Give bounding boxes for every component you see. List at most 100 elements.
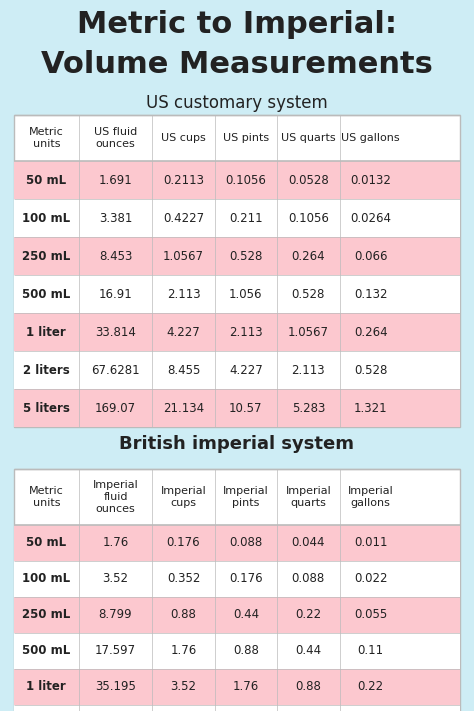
Text: 0.528: 0.528 (354, 363, 387, 377)
Text: 0.022: 0.022 (354, 572, 388, 585)
Text: 0.22: 0.22 (295, 609, 321, 621)
Text: US gallons: US gallons (341, 133, 400, 143)
Text: Imperial
pints: Imperial pints (223, 486, 269, 508)
Text: 2.113: 2.113 (292, 363, 325, 377)
Text: 250 mL: 250 mL (22, 609, 71, 621)
Text: 100 mL: 100 mL (22, 572, 71, 585)
Text: Metric
units: Metric units (29, 127, 64, 149)
Bar (14, 313, 460, 351)
Text: 1 liter: 1 liter (27, 326, 66, 338)
Text: 0.176: 0.176 (229, 572, 263, 585)
Bar (14, 669, 460, 705)
Text: US cups: US cups (161, 133, 206, 143)
Text: 0.11: 0.11 (358, 644, 384, 658)
Bar (14, 115, 460, 427)
Bar (14, 389, 460, 427)
Text: 3.52: 3.52 (102, 572, 128, 585)
Text: 250 mL: 250 mL (22, 250, 71, 262)
Text: 1.76: 1.76 (102, 537, 128, 550)
Text: 0.132: 0.132 (354, 287, 388, 301)
Text: 8.799: 8.799 (99, 609, 132, 621)
Text: 3.52: 3.52 (171, 680, 197, 693)
Text: 0.88: 0.88 (233, 644, 259, 658)
Bar (14, 561, 460, 597)
Text: 0.011: 0.011 (354, 537, 388, 550)
Text: 35.195: 35.195 (95, 680, 136, 693)
Text: 0.264: 0.264 (354, 326, 388, 338)
Text: 0.176: 0.176 (167, 537, 201, 550)
Text: 67.6281: 67.6281 (91, 363, 140, 377)
Text: British imperial system: British imperial system (119, 435, 355, 453)
Bar (14, 275, 460, 313)
Text: 33.814: 33.814 (95, 326, 136, 338)
Text: 50 mL: 50 mL (26, 537, 66, 550)
Text: Imperial
cups: Imperial cups (161, 486, 206, 508)
Text: 0.528: 0.528 (229, 250, 263, 262)
Text: 0.066: 0.066 (354, 250, 388, 262)
Text: 16.91: 16.91 (99, 287, 132, 301)
Text: Imperial
gallons: Imperial gallons (348, 486, 394, 508)
Bar (14, 199, 460, 237)
Bar (14, 705, 460, 711)
Text: 1.056: 1.056 (229, 287, 263, 301)
Text: 1.691: 1.691 (99, 173, 132, 186)
Text: 4.227: 4.227 (229, 363, 263, 377)
Text: 0.044: 0.044 (292, 537, 325, 550)
Text: 0.0264: 0.0264 (350, 211, 392, 225)
Text: 0.44: 0.44 (233, 609, 259, 621)
Text: 3.381: 3.381 (99, 211, 132, 225)
Text: 0.88: 0.88 (171, 609, 196, 621)
Text: 0.528: 0.528 (292, 287, 325, 301)
Text: 0.2113: 0.2113 (163, 173, 204, 186)
Text: 10.57: 10.57 (229, 402, 263, 415)
Text: US fluid
ounces: US fluid ounces (94, 127, 137, 149)
Bar (14, 161, 460, 199)
Bar (14, 597, 460, 633)
Bar (14, 525, 460, 561)
Text: 0.088: 0.088 (229, 537, 263, 550)
Text: 2.113: 2.113 (229, 326, 263, 338)
Text: 5.283: 5.283 (292, 402, 325, 415)
Text: 0.352: 0.352 (167, 572, 200, 585)
Text: 0.0132: 0.0132 (350, 173, 391, 186)
Text: 0.055: 0.055 (354, 609, 387, 621)
Text: 1.76: 1.76 (233, 680, 259, 693)
Text: 2.113: 2.113 (167, 287, 201, 301)
Text: 1.321: 1.321 (354, 402, 388, 415)
Text: 0.0528: 0.0528 (288, 173, 329, 186)
Text: 0.88: 0.88 (295, 680, 321, 693)
Bar (14, 633, 460, 669)
Text: 0.44: 0.44 (295, 644, 321, 658)
Text: 5 liters: 5 liters (23, 402, 70, 415)
Text: 50 mL: 50 mL (26, 173, 66, 186)
Text: US pints: US pints (223, 133, 269, 143)
Text: 0.22: 0.22 (358, 680, 384, 693)
Text: Imperial
quarts: Imperial quarts (285, 486, 331, 508)
Text: 500 mL: 500 mL (22, 644, 71, 658)
Text: Metric
units: Metric units (29, 486, 64, 508)
Text: 1.0567: 1.0567 (288, 326, 329, 338)
Text: 4.227: 4.227 (166, 326, 201, 338)
Text: Imperial
fluid
ounces: Imperial fluid ounces (92, 481, 138, 513)
Text: US customary system: US customary system (146, 94, 328, 112)
Text: 17.597: 17.597 (95, 644, 136, 658)
Text: 0.264: 0.264 (292, 250, 325, 262)
Text: 21.134: 21.134 (163, 402, 204, 415)
Text: 2 liters: 2 liters (23, 363, 70, 377)
Bar (14, 351, 460, 389)
Text: 0.1056: 0.1056 (226, 173, 266, 186)
Text: 500 mL: 500 mL (22, 287, 71, 301)
Text: 1 liter: 1 liter (27, 680, 66, 693)
Text: 0.088: 0.088 (292, 572, 325, 585)
Text: 0.211: 0.211 (229, 211, 263, 225)
Text: Volume Measurements: Volume Measurements (41, 50, 433, 79)
Text: 8.455: 8.455 (167, 363, 200, 377)
Text: 0.1056: 0.1056 (288, 211, 329, 225)
Bar (14, 237, 460, 275)
Text: US quarts: US quarts (281, 133, 336, 143)
Text: 8.453: 8.453 (99, 250, 132, 262)
Text: 0.4227: 0.4227 (163, 211, 204, 225)
Text: 100 mL: 100 mL (22, 211, 71, 225)
Text: 1.76: 1.76 (170, 644, 197, 658)
Bar (14, 469, 460, 711)
